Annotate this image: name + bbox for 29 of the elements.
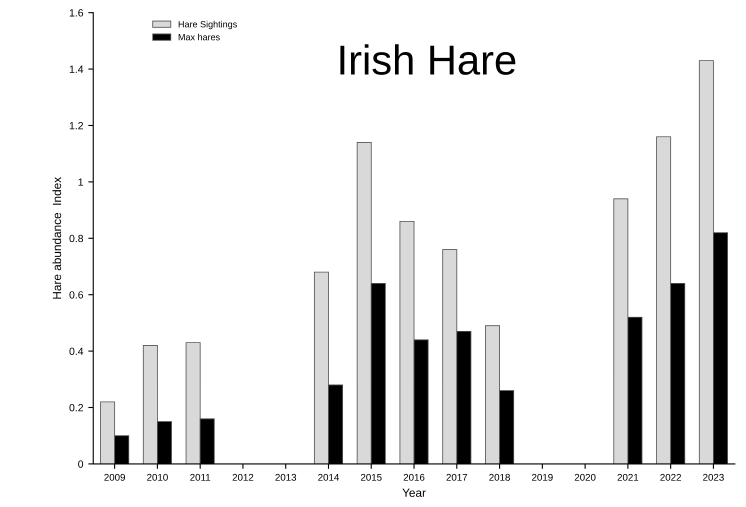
text: Irish Hare xyxy=(340,44,516,75)
x-axis-title: Year xyxy=(402,488,426,497)
x-tick-label: 2013 xyxy=(275,474,296,481)
x-tick-label: 2011 xyxy=(190,474,210,481)
y-tick-label: 0.4 xyxy=(69,348,84,355)
y-tick-label: 1 xyxy=(78,178,84,186)
x-tick-label: 2010 xyxy=(147,474,168,481)
y-tick-label: 1.4 xyxy=(70,66,84,73)
x-tick-label: 2009 xyxy=(104,474,125,481)
y-tick-label: 0.6 xyxy=(69,291,84,299)
y-tick-label: 0 xyxy=(78,460,84,468)
x-tick-label: 2019 xyxy=(532,474,553,481)
x-tick-label: 2016 xyxy=(404,474,424,481)
x-tick-label: 2014 xyxy=(318,474,340,481)
y-tick-label: 1.2 xyxy=(70,122,84,130)
x-tick-label: 2012 xyxy=(232,474,254,481)
y-tick-label: 0.2 xyxy=(69,404,84,412)
x-tick-label: 2017 xyxy=(446,474,468,481)
y-axis-title: Hare abundance Index xyxy=(52,177,62,299)
legend-label: Max hares xyxy=(178,34,220,40)
x-tick-label: 2021 xyxy=(618,474,638,481)
y-tick-label: 1.6 xyxy=(70,9,84,17)
x-tick-label: 2018 xyxy=(489,474,510,481)
legend-label: Hare Sightings xyxy=(178,20,237,30)
x-tick-label: 2020 xyxy=(574,474,596,481)
x-tick-label: 2022 xyxy=(660,474,681,481)
x-tick-label: 2015 xyxy=(360,474,382,481)
x-tick-label: 2023 xyxy=(703,474,724,481)
y-tick-label: 0.8 xyxy=(69,234,84,242)
